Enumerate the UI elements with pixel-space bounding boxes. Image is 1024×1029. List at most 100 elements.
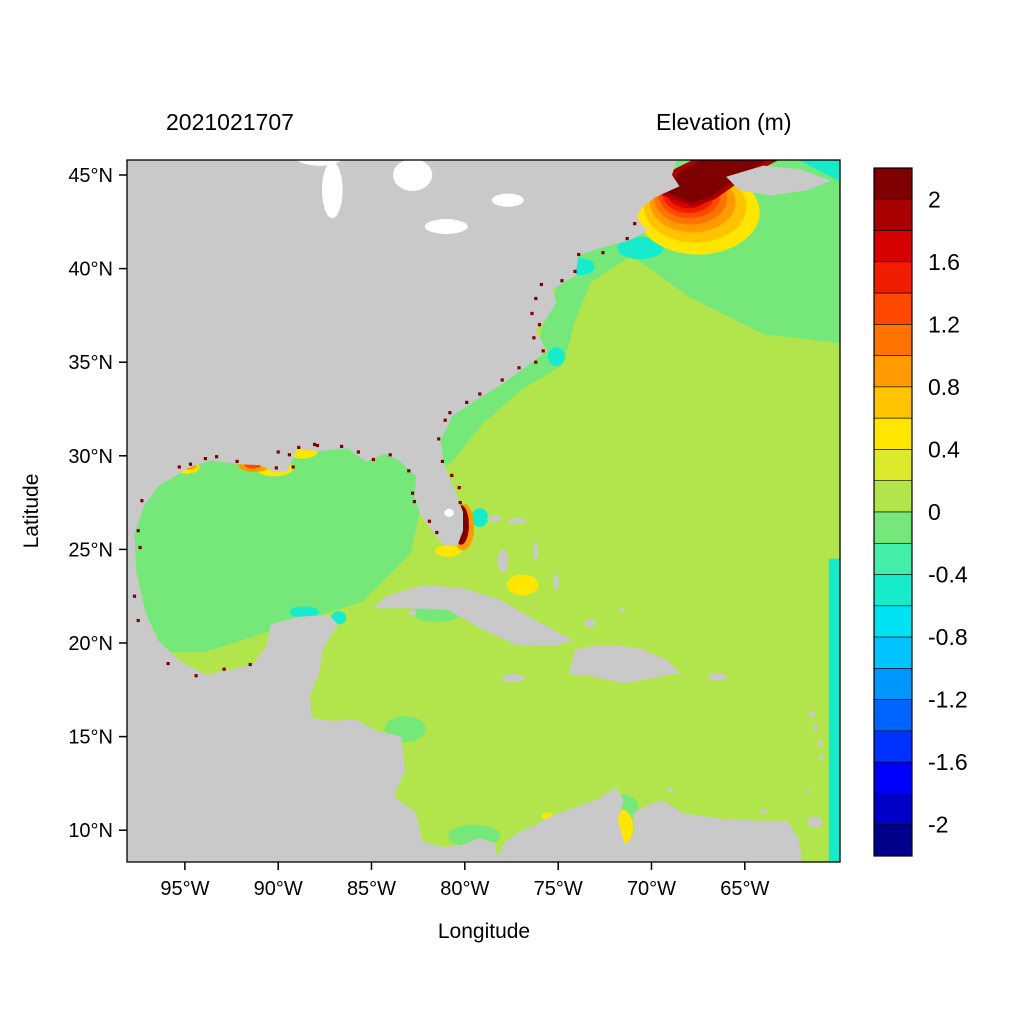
lake-okeechobee	[444, 508, 454, 517]
land-margarita	[759, 809, 768, 814]
y-axis-title: Latitude	[20, 474, 43, 549]
coastal-max-spot	[440, 459, 444, 463]
lake-erie	[424, 219, 468, 234]
coastal-max-spot	[177, 465, 181, 469]
land-grand-bahama	[487, 515, 503, 522]
lake-huron	[393, 160, 433, 191]
coastal-max-spot	[356, 450, 360, 454]
coastal-max-spot	[539, 282, 543, 287]
colorbar-segment	[873, 480, 913, 513]
colorbar-segment	[873, 636, 913, 669]
region-gulf-of-mexico	[127, 446, 422, 653]
land-long-island-bahamas	[553, 573, 559, 591]
land-eleuthera	[533, 541, 539, 561]
surge-wedge-bay-of-fundy-maroon	[666, 160, 768, 204]
x-tick-label: 80°W	[440, 878, 489, 900]
warm-blob-florida-keys-yellow	[434, 545, 462, 557]
coastal-max-spot	[465, 400, 469, 404]
colorbar-segment	[873, 574, 913, 607]
coastal-max-spot	[276, 450, 280, 454]
coastal-max-spot	[215, 455, 219, 459]
colorbar-segment	[873, 417, 913, 450]
coastal-max-spot	[388, 453, 392, 457]
lake-michigan	[322, 161, 343, 219]
colorbar-tick-label: 1.2	[928, 311, 960, 337]
cool-patch-yucatan-north	[289, 606, 320, 618]
coastal-max-spot	[291, 465, 295, 469]
colorbar-segment	[873, 542, 913, 575]
land-south-america	[495, 787, 803, 862]
colorbar: 2 1.6 1.2 0.8 0.4 0 -0.4 -0.8 -1.2 -1.6 -2	[873, 167, 968, 857]
coastal-max-spot	[235, 459, 239, 463]
x-tick-label: 90°W	[254, 878, 303, 900]
colorbar-segment	[873, 449, 913, 482]
x-tick-label: 85°W	[347, 878, 396, 900]
coastal-max-spot	[450, 473, 454, 477]
coastal-max-spot	[371, 457, 375, 462]
coastal-max-spot	[534, 360, 538, 364]
coastal-max-spot	[274, 466, 278, 470]
land-jamaica	[501, 674, 525, 683]
land-hispaniola	[568, 644, 681, 684]
colorbar-segment	[873, 761, 913, 794]
coastal-max-spot	[138, 545, 142, 550]
coastal-max-spot	[541, 349, 545, 353]
coastal-max-spot	[625, 237, 629, 241]
coastal-max-spot	[248, 662, 252, 667]
x-tick-label: 75°W	[534, 878, 583, 900]
cool-patch-northeast-corner	[798, 160, 840, 182]
coastal-max-spot	[340, 444, 344, 448]
y-tick-label: 20°N	[68, 633, 113, 655]
coastal-max-spot	[313, 442, 317, 447]
colorbar-tick-label: -0.8	[928, 624, 968, 650]
colorbar-tick-label: 0.8	[928, 374, 960, 400]
coastal-max-spot	[573, 269, 577, 273]
colorbar-segment	[873, 386, 913, 419]
colorbar-segment	[873, 511, 913, 544]
coastal-max-spot	[140, 499, 144, 503]
coastal-max-spot	[458, 501, 462, 505]
coastal-max-spot	[315, 443, 319, 448]
coastal-max-spot	[500, 378, 504, 382]
coastal-max-spot	[287, 453, 291, 457]
cool-patch-east-boundary-strip	[828, 558, 840, 862]
x-tick-label: 95°W	[160, 878, 209, 900]
cool-patch-cape-hatteras	[547, 347, 565, 366]
cool-patch-west-grand-bahama	[471, 508, 489, 527]
coastal-max-spot	[411, 491, 415, 495]
coastal-max-spot	[633, 222, 637, 226]
land-andros	[497, 549, 509, 573]
land-turks	[618, 608, 625, 613]
land-puerto-rico	[708, 673, 728, 681]
y-tick-label: 40°N	[68, 259, 113, 281]
colorbar-segment	[873, 824, 913, 857]
coastal-max-spot	[222, 667, 226, 671]
coastal-max-spot	[437, 437, 441, 441]
y-tick-label: 30°N	[68, 446, 113, 468]
coastal-max-spot	[132, 594, 137, 598]
coastal-max-spot	[407, 469, 411, 473]
coastal-max-spot	[457, 486, 461, 490]
colorbar-segment	[873, 605, 913, 638]
plot-border	[126, 159, 841, 863]
coastal-max-spot	[478, 392, 482, 396]
coastal-max-spot	[427, 519, 431, 523]
colorbar-tick-label: 0.4	[928, 437, 960, 463]
warm-blob-ne-cuba-yellow	[506, 574, 539, 596]
land-cuba	[372, 584, 574, 646]
colorbar-border	[873, 167, 913, 857]
colorbar-tick-label: 2	[928, 186, 941, 212]
colorbar-segment	[873, 699, 913, 732]
x-tick-label: 70°W	[627, 878, 676, 900]
colorbar-tick-label: -1.6	[928, 749, 968, 775]
colorbar-segment	[873, 292, 913, 325]
coastal-max-spot	[537, 323, 542, 327]
colorbar-tick-label: -2	[928, 812, 948, 838]
land-martinique	[818, 739, 823, 747]
colorbar-segment	[873, 199, 913, 231]
coastal-max-spot	[532, 336, 536, 340]
lake-ontario	[491, 193, 524, 207]
map-layers	[127, 160, 840, 862]
colorbar-segment	[873, 324, 913, 356]
